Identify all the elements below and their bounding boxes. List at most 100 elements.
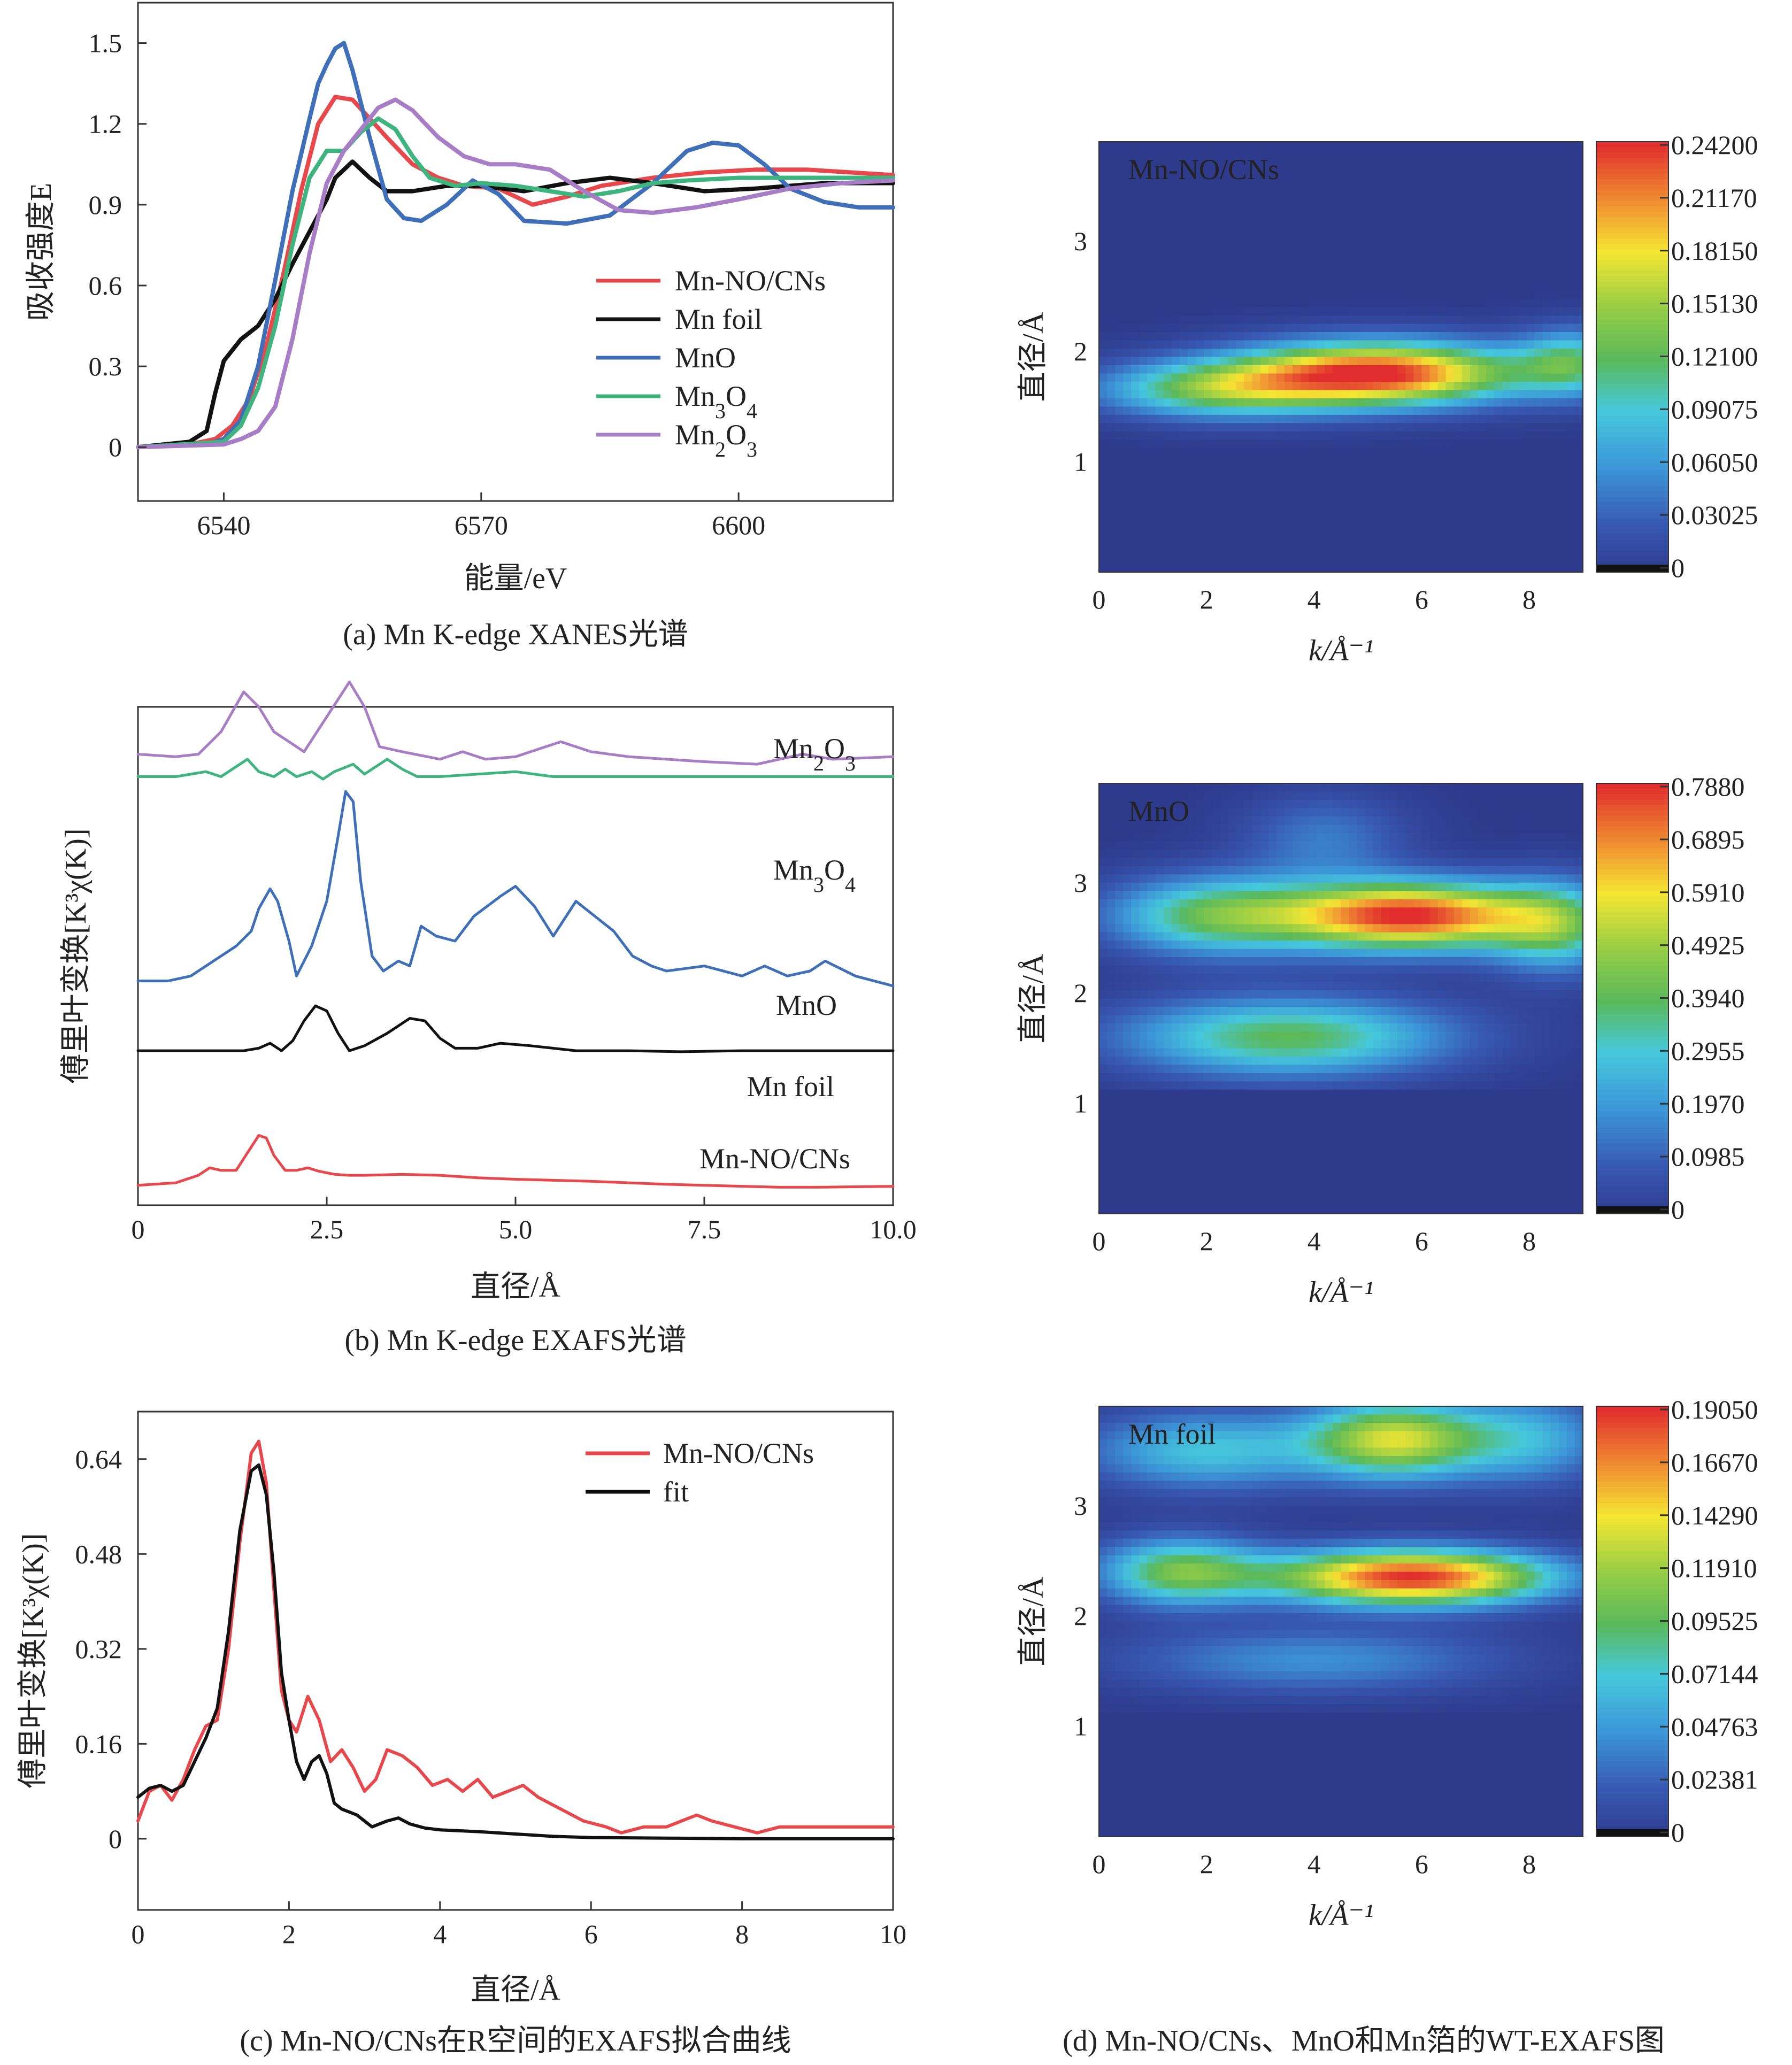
heatmap-cell [1301, 1164, 1309, 1173]
heatmap-cell [1325, 556, 1333, 565]
heatmap-cell [1405, 398, 1414, 407]
heatmap-cell [1244, 506, 1253, 515]
heatmap-cell [1349, 323, 1358, 333]
heatmap-cell [1486, 473, 1495, 482]
heatmap-cell [1293, 866, 1301, 875]
heatmap-cell [1486, 448, 1495, 457]
heatmap-cell [1453, 514, 1463, 523]
heatmap-cell [1284, 174, 1293, 183]
heatmap-cell [1268, 1147, 1277, 1157]
heatmap-cell [1349, 216, 1358, 225]
heatmap-cell [1204, 915, 1212, 924]
heatmap-cell [1268, 464, 1277, 473]
heatmap-cell [1187, 514, 1196, 523]
heatmap-cell [1268, 456, 1277, 465]
heatmap-cell [1502, 497, 1511, 506]
heatmap-cell [1276, 547, 1285, 556]
heatmap-cell [1445, 406, 1455, 415]
heatmap-cell [1341, 506, 1350, 515]
heatmap-cell [1453, 564, 1463, 573]
heatmap-cell [1284, 949, 1293, 958]
heatmap-cell [1341, 489, 1350, 498]
heatmap-cell [1534, 365, 1543, 374]
heatmap-cell [1163, 191, 1172, 200]
heatmap-cell [1252, 266, 1261, 275]
heatmap-cell [1155, 199, 1164, 209]
heatmap-cell [1389, 506, 1398, 515]
heatmap-cell [1115, 1139, 1124, 1148]
heatmap-cell [1155, 1197, 1164, 1206]
heatmap-cell [1187, 340, 1196, 349]
heatmap-cell [1494, 473, 1503, 482]
heatmap-cell [1373, 158, 1382, 167]
heatmap-cell [1268, 1155, 1277, 1165]
heatmap-cell [1470, 224, 1479, 233]
heatmap-cell [1333, 808, 1342, 817]
heatmap-cell [1187, 1172, 1196, 1181]
heatmap-cell [1155, 1023, 1164, 1032]
heatmap-cell [1139, 990, 1148, 999]
heatmap-cell [1478, 481, 1487, 490]
heatmap-cell [1139, 530, 1148, 540]
heatmap-cell [1470, 274, 1479, 283]
heatmap-cell [1131, 1065, 1140, 1074]
heatmap-cell [1163, 473, 1172, 482]
heatmap-cell [1317, 191, 1325, 200]
heatmap-cell [1204, 808, 1212, 817]
heatmap-cell [1171, 800, 1180, 809]
heatmap-cell [1252, 915, 1261, 924]
heatmap-cell [1437, 473, 1447, 482]
heatmap-cell [1187, 481, 1196, 490]
heatmap-cell [1341, 1106, 1350, 1115]
heatmap-cell [1445, 365, 1455, 374]
heatmap-cell [1187, 982, 1196, 991]
heatmap-cell [1317, 224, 1325, 233]
heatmap-cell [1276, 1147, 1285, 1157]
heatmap-cell [1163, 266, 1172, 275]
heatmap-cell [1131, 816, 1140, 825]
heatmap-cell [1301, 349, 1309, 358]
heatmap-cell [1470, 257, 1479, 266]
heatmap-cell [1155, 816, 1164, 825]
heatmap-cell [1542, 266, 1551, 275]
heatmap-cell [1534, 514, 1543, 523]
heatmap-cell [1494, 440, 1503, 449]
heatmap-cell [1405, 473, 1414, 482]
heatmap-cell [1284, 882, 1293, 891]
heatmap-cell [1147, 349, 1156, 358]
heatmap-cell [1470, 530, 1479, 540]
heatmap-cell [1437, 315, 1447, 325]
heatmap-cell [1293, 783, 1301, 792]
heatmap-cell [1131, 340, 1140, 349]
heatmap-cell [1131, 241, 1140, 250]
heatmap-cell [1171, 381, 1180, 390]
heatmap-cell [1341, 1015, 1350, 1024]
heatmap-cell [1244, 791, 1253, 800]
curve-label: MnO [776, 989, 837, 1021]
heatmap-cell [1276, 957, 1285, 966]
heatmap-cell [1502, 464, 1511, 473]
heatmap-cell [1196, 833, 1204, 842]
heatmap-cell [1228, 982, 1236, 991]
heatmap-cell [1115, 932, 1124, 941]
heatmap-cell [1405, 522, 1414, 531]
heatmap-cell [1550, 381, 1559, 390]
heatmap-cell [1341, 456, 1350, 465]
heatmap-cell [1293, 1122, 1301, 1131]
heatmap-cell [1244, 323, 1253, 333]
heatmap-cell [1341, 315, 1350, 325]
heatmap-cell [1349, 1031, 1358, 1041]
heatmap-cell [1405, 357, 1414, 366]
heatmap-cell [1526, 224, 1535, 233]
heatmap-cell [1204, 489, 1212, 498]
heatmap-cell [1381, 233, 1390, 242]
heatmap-cell [1317, 990, 1325, 999]
heatmap-cell [1510, 233, 1519, 242]
heatmap-cell [1260, 456, 1269, 465]
heatmap-cell [1470, 241, 1479, 250]
heatmap-cell [1123, 224, 1132, 233]
heatmap-cell [1486, 158, 1495, 167]
heatmap-cell [1518, 233, 1527, 242]
heatmap-cell [1284, 431, 1293, 440]
colorbar-step [1596, 142, 1668, 148]
